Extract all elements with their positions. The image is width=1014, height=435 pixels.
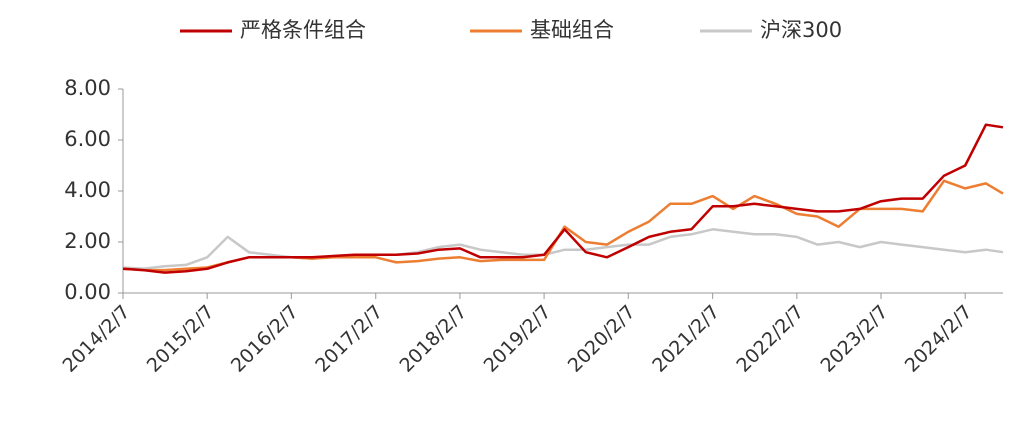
y-tick-label: 2.00 <box>64 229 111 253</box>
x-tick-label: 2014/2/7 <box>59 301 135 377</box>
x-tick-label: 2022/2/7 <box>732 301 808 377</box>
y-tick-label: 8.00 <box>64 76 111 100</box>
x-tick-label: 2015/2/7 <box>143 301 219 377</box>
series-line <box>122 228 1004 271</box>
y-tick-label: 4.00 <box>64 178 111 202</box>
x-tick-label: 2021/2/7 <box>648 301 724 377</box>
series-line <box>122 123 1004 274</box>
y-tick-label: 6.00 <box>64 127 111 151</box>
y-tick-label: 0.00 <box>64 280 111 304</box>
x-tick-label: 2023/2/7 <box>817 301 893 377</box>
x-tick-label: 2024/2/7 <box>901 301 977 377</box>
x-tick-label: 2016/2/7 <box>227 301 303 377</box>
legend-label: 严格条件组合 <box>240 18 366 42</box>
legend-label: 沪深300 <box>760 18 842 42</box>
x-tick-label: 2017/2/7 <box>311 301 387 377</box>
x-tick-label: 2018/2/7 <box>395 301 471 377</box>
x-tick-label: 2019/2/7 <box>480 301 556 377</box>
x-tick-label: 2020/2/7 <box>564 301 640 377</box>
legend-label: 基础组合 <box>530 18 614 42</box>
